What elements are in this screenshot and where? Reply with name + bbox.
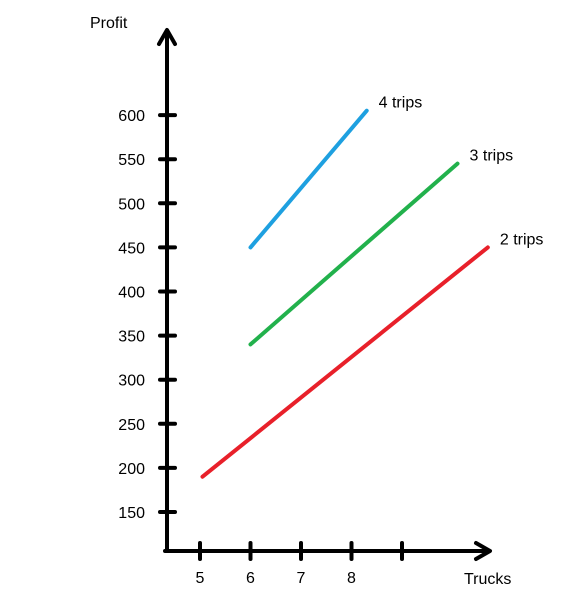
y-tick-label: 550 [118, 152, 145, 169]
x-tick-label: 7 [297, 570, 306, 587]
x-axis-arrow [474, 541, 492, 561]
series-line [200, 245, 490, 479]
y-tick-label: 200 [118, 461, 145, 478]
y-tick-label: 250 [118, 417, 145, 434]
y-ticks: 150 200 250 300 350 400 450 500 550 600 [118, 108, 177, 522]
series-label: 4 trips [379, 95, 423, 112]
y-tick-label: 350 [118, 329, 145, 346]
x-tick-label: 8 [347, 570, 356, 587]
series: 2 trips 3 trips 4 trips [200, 95, 544, 479]
y-tick-label: 150 [118, 505, 145, 522]
x-tick-label: 6 [246, 570, 255, 587]
x-axis-label: Trucks [464, 571, 511, 588]
x-ticks: 5 6 7 8 [196, 541, 404, 587]
y-tick-label: 450 [118, 240, 145, 257]
y-tick-label: 600 [118, 108, 145, 125]
y-axis-label: Profit [90, 15, 128, 32]
series-line [248, 108, 369, 250]
y-tick-label: 500 [118, 196, 145, 213]
series-label: 2 trips [500, 231, 544, 248]
x-axis: Trucks [163, 541, 511, 588]
y-tick-label: 300 [118, 373, 145, 390]
y-axis-arrow [157, 28, 177, 46]
series-line [248, 161, 460, 347]
series-label: 3 trips [470, 148, 514, 165]
y-tick-label: 400 [118, 285, 145, 302]
x-tick-label: 5 [196, 570, 205, 587]
